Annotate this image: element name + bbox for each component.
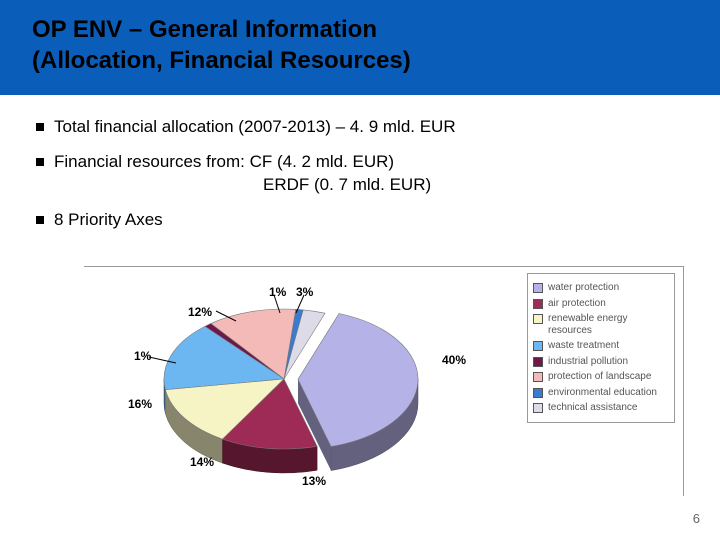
bullet-text: Financial resources from: CF (4. 2 mld. … <box>54 151 696 197</box>
pct-label: 13% <box>302 474 326 488</box>
pct-label: 1% <box>134 349 151 363</box>
legend-swatch-icon <box>533 357 543 367</box>
legend-swatch-icon <box>533 283 543 293</box>
bullet-priority-axes: 8 Priority Axes <box>36 209 696 232</box>
bullet-b2-line2: ERDF (0. 7 mld. EUR) <box>54 174 696 197</box>
legend-swatch-icon <box>533 372 543 382</box>
legend-label: water protection <box>548 282 619 294</box>
pie-wrap: 40% 13% 14% 16% 1% 12% 1% 3% <box>104 279 464 489</box>
legend-label: industrial pollution <box>548 356 628 368</box>
title-line-1: OP ENV – General Information <box>32 16 377 43</box>
page-number: 6 <box>693 511 700 526</box>
chart-legend: water protection air protection renewable … <box>527 273 675 423</box>
legend-swatch-icon <box>533 314 543 324</box>
bullet-total-allocation: Total financial allocation (2007-2013) –… <box>36 116 696 139</box>
pct-label: 14% <box>190 455 214 469</box>
bullet-square-icon <box>36 158 44 166</box>
pct-label: 16% <box>128 397 152 411</box>
legend-item: environmental education <box>533 387 669 399</box>
legend-item: renewable energy resources <box>533 313 669 336</box>
pct-label: 40% <box>442 353 466 367</box>
content-block: Total financial allocation (2007-2013) –… <box>36 116 696 244</box>
legend-item: water protection <box>533 282 669 294</box>
legend-label: technical assistance <box>548 402 638 414</box>
bullet-text: Total financial allocation (2007-2013) –… <box>54 116 696 139</box>
legend-item: industrial pollution <box>533 356 669 368</box>
pct-label: 12% <box>188 305 212 319</box>
legend-label: protection of landscape <box>548 371 651 383</box>
pct-label: 3% <box>296 285 313 299</box>
bullet-b2-line1: Financial resources from: CF (4. 2 mld. … <box>54 152 394 171</box>
legend-item: protection of landscape <box>533 371 669 383</box>
legend-label: renewable energy resources <box>548 313 669 336</box>
pie-chart-svg <box>104 279 464 499</box>
bullet-text: 8 Priority Axes <box>54 209 696 232</box>
legend-swatch-icon <box>533 403 543 413</box>
pct-label: 1% <box>269 285 286 299</box>
legend-label: waste treatment <box>548 340 619 352</box>
bullet-square-icon <box>36 216 44 224</box>
title-line-2: (Allocation, Financial Resources) <box>32 45 411 76</box>
pie-chart-area: 40% 13% 14% 16% 1% 12% 1% 3% water protection ai… <box>84 266 684 496</box>
legend-swatch-icon <box>533 388 543 398</box>
legend-item: technical assistance <box>533 402 669 414</box>
legend-item: waste treatment <box>533 340 669 352</box>
legend-label: environmental education <box>548 387 657 399</box>
bullet-square-icon <box>36 123 44 131</box>
legend-item: air protection <box>533 298 669 310</box>
legend-swatch-icon <box>533 341 543 351</box>
legend-label: air protection <box>548 298 606 310</box>
bullet-financial-resources: Financial resources from: CF (4. 2 mld. … <box>36 151 696 197</box>
legend-swatch-icon <box>533 299 543 309</box>
page-title: OP ENV – General Information (Allocation… <box>32 14 411 76</box>
